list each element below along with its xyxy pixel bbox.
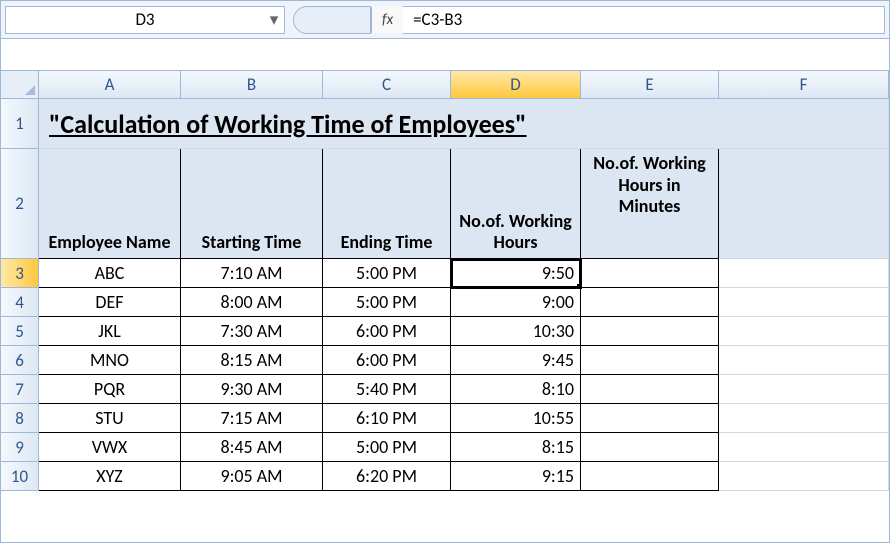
cell-E10[interactable] — [581, 462, 719, 491]
row-8: 8STU7:15 AM6:10 PM10:55 — [1, 404, 889, 433]
cell-C10[interactable]: 6:20 PM — [323, 462, 451, 491]
header-ending-time[interactable]: Ending Time — [323, 149, 451, 259]
row-header-9[interactable]: 9 — [1, 433, 39, 462]
fx-button[interactable]: fx — [371, 7, 403, 33]
row-2: 2 Employee Name Starting Time Ending Tim… — [1, 149, 889, 259]
cell-B7[interactable]: 9:30 AM — [181, 375, 323, 404]
cell-F4[interactable] — [719, 288, 889, 317]
name-box-dropdown-icon[interactable]: ▾ — [264, 7, 284, 33]
cell-E4[interactable] — [581, 288, 719, 317]
cell-A6[interactable]: MNO — [39, 346, 181, 375]
cell-B8[interactable]: 7:15 AM — [181, 404, 323, 433]
row-header-7[interactable]: 7 — [1, 375, 39, 404]
cell-E3[interactable] — [581, 259, 719, 288]
column-headers: A B C D E F — [1, 71, 889, 99]
formula-bar: D3 ▾ fx =C3-B3 — [1, 1, 889, 39]
cell-A10[interactable]: XYZ — [39, 462, 181, 491]
row-3: 3ABC7:10 AM5:00 PM9:50 — [1, 259, 889, 288]
formula-input[interactable]: =C3-B3 — [403, 6, 885, 34]
cell-D10[interactable]: 9:15 — [451, 462, 581, 491]
cell-F3[interactable] — [719, 259, 889, 288]
select-all-corner[interactable] — [1, 71, 39, 99]
cell-F7[interactable] — [719, 375, 889, 404]
header-starting-time[interactable]: Starting Time — [181, 149, 323, 259]
cell-F5[interactable] — [719, 317, 889, 346]
header-working-minutes[interactable]: No.of. Working Hours in Minutes — [581, 149, 719, 259]
cell-B10[interactable]: 9:05 AM — [181, 462, 323, 491]
row-5: 5JKL7:30 AM6:00 PM10:30 — [1, 317, 889, 346]
cell-B5[interactable]: 7:30 AM — [181, 317, 323, 346]
row-header-10[interactable]: 10 — [1, 462, 39, 491]
ribbon-spacer — [1, 39, 889, 71]
spreadsheet-grid: A B C D E F 1 "Calculation of Working Ti… — [1, 71, 889, 491]
cell-C3[interactable]: 5:00 PM — [323, 259, 451, 288]
title-cell[interactable]: "Calculation of Working Time of Employee… — [39, 99, 889, 149]
col-header-A[interactable]: A — [39, 71, 181, 99]
row-6: 6MNO8:15 AM6:00 PM9:45 — [1, 346, 889, 375]
cell-F9[interactable] — [719, 433, 889, 462]
cell-C6[interactable]: 6:00 PM — [323, 346, 451, 375]
cell-D7[interactable]: 8:10 — [451, 375, 581, 404]
name-box-value: D3 — [135, 9, 154, 30]
cell-C7[interactable]: 5:40 PM — [323, 375, 451, 404]
fx-area: fx — [293, 6, 403, 34]
cell-E7[interactable] — [581, 375, 719, 404]
cell-E9[interactable] — [581, 433, 719, 462]
cell-D6[interactable]: 9:45 — [451, 346, 581, 375]
row-9: 9VWX8:45 AM5:00 PM8:15 — [1, 433, 889, 462]
row-4: 4DEF8:00 AM5:00 PM9:00 — [1, 288, 889, 317]
cell-E5[interactable] — [581, 317, 719, 346]
row-header-3[interactable]: 3 — [1, 259, 39, 288]
col-header-C[interactable]: C — [323, 71, 451, 99]
cell-E6[interactable] — [581, 346, 719, 375]
cell-B4[interactable]: 8:00 AM — [181, 288, 323, 317]
header-employee-name[interactable]: Employee Name — [39, 149, 181, 259]
row-7: 7PQR9:30 AM5:40 PM8:10 — [1, 375, 889, 404]
cell-F8[interactable] — [719, 404, 889, 433]
cell-D9[interactable]: 8:15 — [451, 433, 581, 462]
cell-A4[interactable]: DEF — [39, 288, 181, 317]
header-F[interactable] — [719, 149, 889, 259]
formula-value: =C3-B3 — [413, 9, 462, 30]
row-header-1[interactable]: 1 — [1, 99, 39, 149]
col-header-B[interactable]: B — [181, 71, 323, 99]
row-header-6[interactable]: 6 — [1, 346, 39, 375]
cell-F6[interactable] — [719, 346, 889, 375]
cell-A5[interactable]: JKL — [39, 317, 181, 346]
cell-F10[interactable] — [719, 462, 889, 491]
cell-B3[interactable]: 7:10 AM — [181, 259, 323, 288]
col-header-E[interactable]: E — [581, 71, 719, 99]
cell-A7[interactable]: PQR — [39, 375, 181, 404]
row-header-8[interactable]: 8 — [1, 404, 39, 433]
cell-C8[interactable]: 6:10 PM — [323, 404, 451, 433]
col-header-F[interactable]: F — [719, 71, 889, 99]
row-1: 1 "Calculation of Working Time of Employ… — [1, 99, 889, 149]
cell-C4[interactable]: 5:00 PM — [323, 288, 451, 317]
cell-A8[interactable]: STU — [39, 404, 181, 433]
cell-C5[interactable]: 6:00 PM — [323, 317, 451, 346]
row-header-2[interactable]: 2 — [1, 149, 39, 259]
cell-A3[interactable]: ABC — [39, 259, 181, 288]
row-header-4[interactable]: 4 — [1, 288, 39, 317]
cell-E8[interactable] — [581, 404, 719, 433]
fx-button-group — [293, 6, 371, 34]
cell-C9[interactable]: 5:00 PM — [323, 433, 451, 462]
cell-B6[interactable]: 8:15 AM — [181, 346, 323, 375]
row-header-5[interactable]: 5 — [1, 317, 39, 346]
cell-A9[interactable]: VWX — [39, 433, 181, 462]
row-10: 10XYZ9:05 AM6:20 PM9:15 — [1, 462, 889, 491]
col-header-D[interactable]: D — [451, 71, 581, 99]
name-box[interactable]: D3 ▾ — [5, 6, 285, 34]
cell-B9[interactable]: 8:45 AM — [181, 433, 323, 462]
cell-D5[interactable]: 10:30 — [451, 317, 581, 346]
header-working-hours[interactable]: No.of. Working Hours — [451, 149, 581, 259]
cell-D8[interactable]: 10:55 — [451, 404, 581, 433]
cell-D4[interactable]: 9:00 — [451, 288, 581, 317]
cell-D3[interactable]: 9:50 — [451, 259, 581, 288]
